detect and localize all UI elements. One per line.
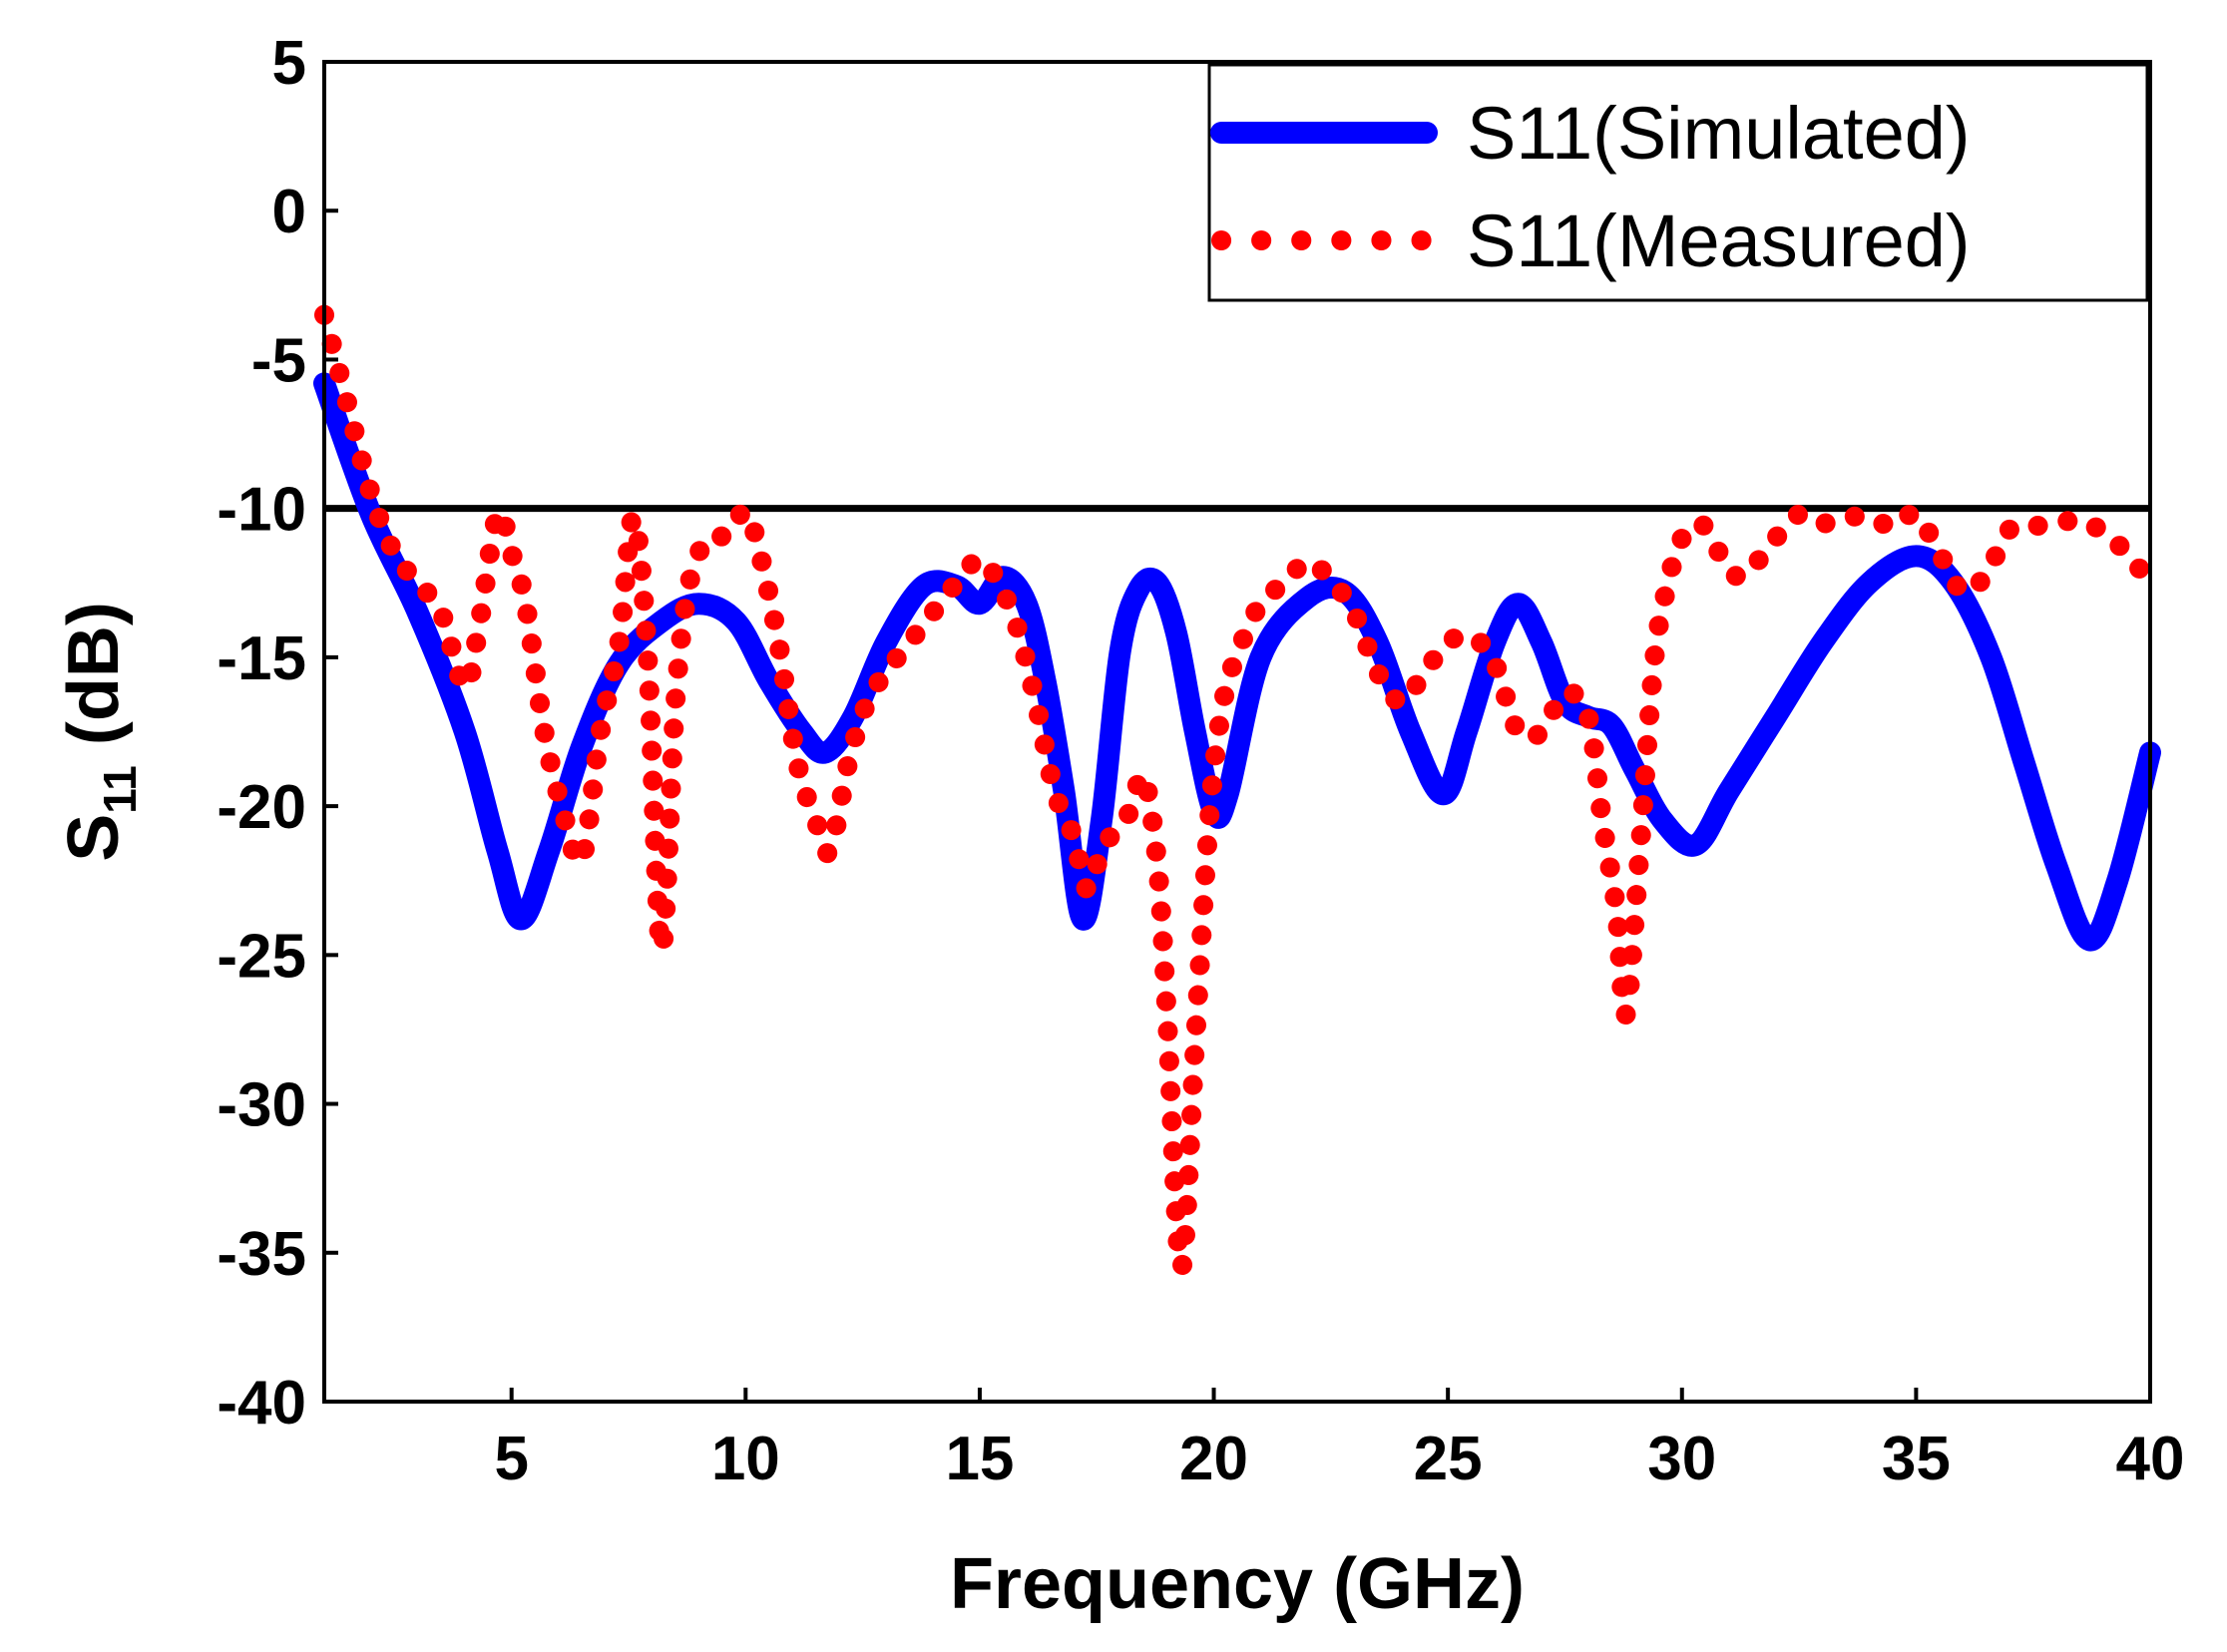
x-tick-label: 20 <box>1179 1425 1248 1493</box>
y-axis-title: S11 (dB) <box>54 602 146 862</box>
legend-label-measured: S11(Measured) <box>1467 200 1971 282</box>
x-axis-title: Frequency (GHz) <box>950 1544 1525 1624</box>
y-tick-label: -5 <box>251 326 306 395</box>
y-tick-label: -40 <box>217 1369 306 1438</box>
y-tick-label: -20 <box>217 773 306 842</box>
y-tick-label: -30 <box>217 1071 306 1140</box>
y-axis-title-sub: 11 <box>94 765 146 814</box>
y-tick-label: -10 <box>217 476 306 545</box>
series-line-measured <box>314 304 2160 1278</box>
y-axis-title-main: S <box>54 814 134 862</box>
y-tick-label: 0 <box>272 178 306 246</box>
y-tick-label: -35 <box>217 1220 306 1289</box>
y-tick-label: 5 <box>272 29 306 98</box>
y-tick-label: -15 <box>217 624 306 693</box>
x-tick-label: 40 <box>2116 1425 2185 1493</box>
legend-label-simulated: S11(Simulated) <box>1467 92 1971 175</box>
x-tick-label: 35 <box>1882 1425 1951 1493</box>
x-tick-label: 30 <box>1647 1425 1716 1493</box>
y-tick-label: -25 <box>217 922 306 991</box>
plot-frame <box>322 60 2152 1404</box>
y-axis-title-rest: (dB) <box>54 602 134 765</box>
x-tick-label: 15 <box>945 1425 1014 1493</box>
legend-box <box>1207 63 2149 302</box>
legend: S11(Simulated) S11(Measured) <box>1207 63 2149 302</box>
x-tick-label: 5 <box>494 1425 528 1493</box>
series-line-simulated <box>313 372 2161 952</box>
x-tick-label: 10 <box>711 1425 780 1493</box>
x-tick-label: 25 <box>1414 1425 1483 1493</box>
